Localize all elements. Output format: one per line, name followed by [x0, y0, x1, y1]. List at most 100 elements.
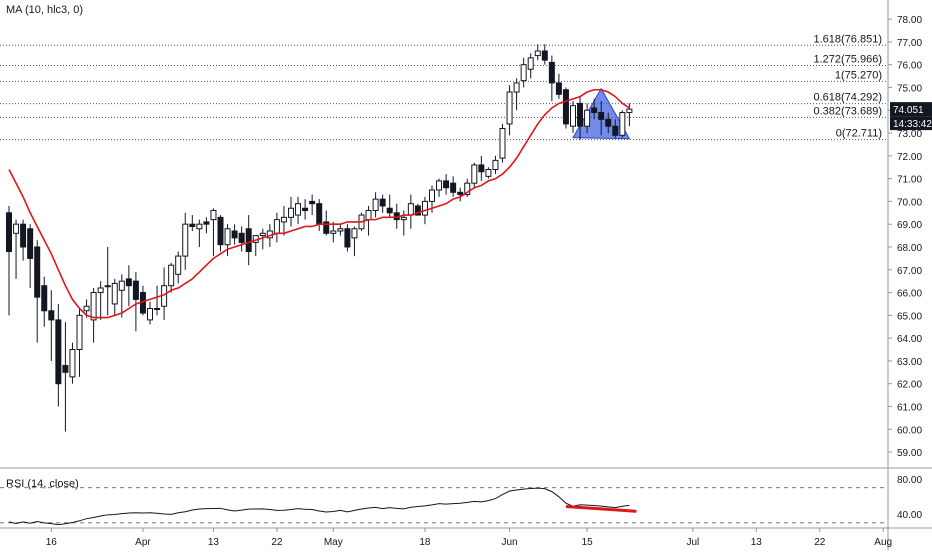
- candle[interactable]: [196, 219, 203, 247]
- candle[interactable]: [464, 178, 471, 197]
- candle[interactable]: [527, 53, 534, 79]
- candle[interactable]: [330, 221, 337, 243]
- candle[interactable]: [302, 199, 309, 220]
- candle[interactable]: [55, 303, 62, 407]
- candle[interactable]: [224, 224, 231, 257]
- candle[interactable]: [372, 192, 379, 218]
- candle[interactable]: [69, 342, 76, 384]
- candle-body: [69, 349, 76, 378]
- candle[interactable]: [541, 44, 548, 65]
- candle[interactable]: [534, 44, 541, 61]
- candle[interactable]: [147, 301, 153, 325]
- price-tick-label: 71.00: [897, 175, 922, 186]
- price-tick-label: 65.00: [897, 311, 922, 322]
- candle[interactable]: [443, 174, 450, 195]
- candle-body: [27, 228, 34, 259]
- candle[interactable]: [175, 251, 182, 284]
- candle-body: [154, 307, 161, 310]
- candle[interactable]: [76, 308, 83, 377]
- candle[interactable]: [154, 285, 161, 316]
- candle[interactable]: [605, 112, 612, 134]
- candle[interactable]: [471, 162, 478, 188]
- candle[interactable]: [48, 290, 55, 361]
- candle[interactable]: [231, 224, 238, 245]
- time-tick-label: 13: [208, 537, 220, 548]
- candle[interactable]: [62, 322, 69, 432]
- candle[interactable]: [288, 196, 294, 227]
- candle[interactable]: [457, 187, 464, 202]
- candle-body: [245, 228, 252, 253]
- candle[interactable]: [386, 194, 393, 218]
- candle[interactable]: [41, 276, 48, 327]
- time-tick-label: Jun: [501, 537, 517, 548]
- candle[interactable]: [203, 217, 210, 234]
- candle[interactable]: [217, 215, 224, 252]
- candle[interactable]: [548, 55, 555, 102]
- candle[interactable]: [104, 246, 111, 316]
- candle[interactable]: [132, 272, 139, 332]
- candle[interactable]: [309, 194, 316, 216]
- candle-body: [104, 285, 111, 288]
- candle[interactable]: [379, 194, 386, 213]
- candle[interactable]: [259, 228, 266, 250]
- candle[interactable]: [555, 73, 562, 99]
- candle[interactable]: [337, 224, 344, 236]
- candle-body: [76, 314, 83, 351]
- candle[interactable]: [189, 215, 196, 232]
- candle[interactable]: [34, 240, 41, 343]
- candle[interactable]: [210, 208, 217, 257]
- candle[interactable]: [27, 224, 34, 288]
- ma-indicator-label[interactable]: MA (10, hlc3, 0): [6, 4, 84, 16]
- candle[interactable]: [436, 178, 443, 197]
- candle[interactable]: [118, 274, 125, 318]
- candle[interactable]: [238, 226, 245, 252]
- price-tick-label: 60.00: [897, 425, 922, 436]
- candle[interactable]: [280, 205, 287, 236]
- candle[interactable]: [506, 85, 513, 136]
- candle[interactable]: [20, 219, 27, 261]
- candle-body: [365, 210, 372, 221]
- candle[interactable]: [612, 119, 619, 138]
- candle[interactable]: [125, 265, 132, 307]
- candle[interactable]: [450, 176, 457, 197]
- candle[interactable]: [344, 224, 351, 252]
- candle[interactable]: [182, 212, 189, 270]
- candle-body: [612, 125, 619, 136]
- candle-body: [231, 230, 238, 239]
- candle[interactable]: [570, 101, 576, 134]
- price-tick-label: 75.00: [897, 83, 922, 94]
- price-tick-label: 64.00: [897, 334, 922, 345]
- candle[interactable]: [90, 287, 97, 343]
- candle[interactable]: [485, 167, 492, 179]
- candle[interactable]: [492, 155, 499, 175]
- candle[interactable]: [577, 96, 584, 140]
- candle-body: [210, 210, 217, 221]
- candle[interactable]: [295, 196, 302, 225]
- candle-body: [520, 64, 527, 82]
- rsi-tick-label: 40.00: [897, 510, 922, 521]
- candle[interactable]: [111, 278, 118, 316]
- candle[interactable]: [513, 78, 520, 111]
- candle[interactable]: [168, 262, 175, 293]
- candle[interactable]: [97, 281, 104, 320]
- countdown-tag: 14:33:42: [893, 119, 932, 130]
- candle[interactable]: [499, 123, 506, 163]
- candle[interactable]: [13, 219, 20, 279]
- candle[interactable]: [323, 210, 330, 236]
- candles[interactable]: [6, 44, 633, 432]
- candle-body: [295, 203, 302, 216]
- candle[interactable]: [619, 110, 626, 138]
- candle[interactable]: [591, 98, 598, 120]
- candle[interactable]: [351, 226, 358, 257]
- candle[interactable]: [520, 57, 527, 88]
- rsi-indicator-label[interactable]: RSI (14, close): [6, 478, 79, 490]
- candle[interactable]: [245, 215, 252, 266]
- candle-body: [90, 292, 97, 321]
- candle[interactable]: [478, 155, 485, 181]
- candle[interactable]: [584, 103, 591, 134]
- candle[interactable]: [6, 205, 12, 316]
- candle[interactable]: [562, 87, 569, 129]
- candle[interactable]: [598, 101, 605, 136]
